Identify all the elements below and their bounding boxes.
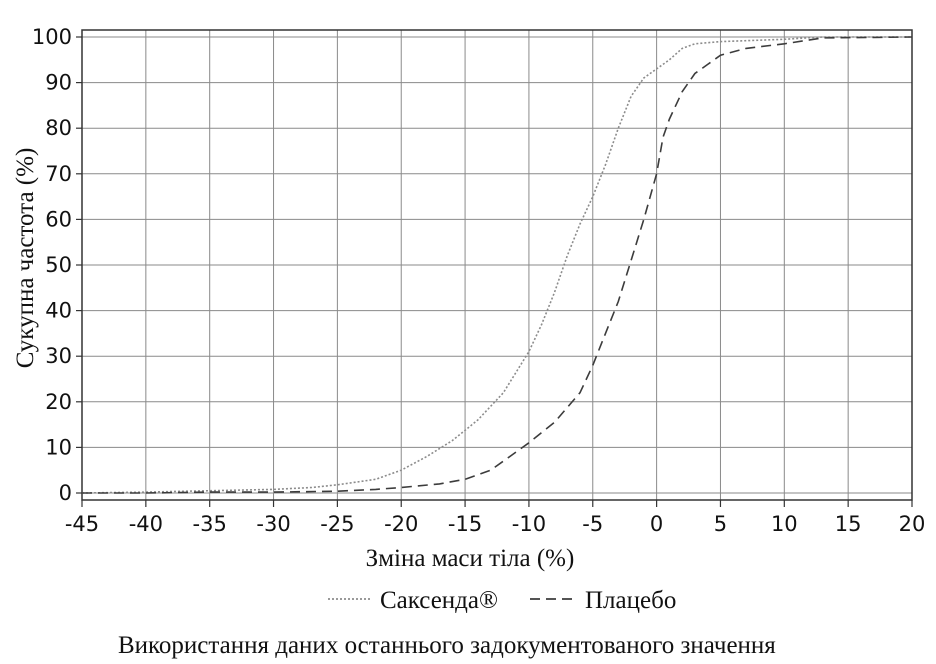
y-tick-label: 20 (45, 390, 72, 414)
grid (81, 30, 913, 500)
y-tick-label: 90 (45, 71, 72, 95)
x-tick-label: -20 (384, 512, 418, 536)
x-tick-label: 5 (714, 512, 727, 536)
x-tick-label: -35 (193, 512, 227, 536)
y-axis-label: Сукупна частота (%) (12, 148, 39, 369)
x-tick-label: 10 (771, 512, 798, 536)
x-tick-labels: -45 -40 -35 -30 -25 -20 -15 -10 -5 0 5 10 15 20 (65, 512, 926, 536)
y-tick-label: 50 (45, 253, 72, 277)
x-tick-label: -15 (448, 512, 482, 536)
y-tick-label: 100 (32, 25, 72, 49)
legend: Саксенда® Плацебо (328, 587, 676, 614)
y-tick-label: 70 (45, 162, 72, 186)
x-tick-label: -30 (256, 512, 290, 536)
x-axis-label: Зміна маси тіла (%) (366, 545, 575, 572)
series-lines (81, 36, 913, 494)
x-tick-label: -5 (582, 512, 603, 536)
series-line-placebo (82, 36, 913, 494)
y-tick-label: 0 (59, 481, 72, 505)
x-tick-label: -25 (320, 512, 354, 536)
chart-caption: Використання даних останнього задокумент… (118, 632, 776, 659)
x-tick-label: -45 (65, 512, 99, 536)
legend-label-saxenda: Саксенда® (380, 587, 498, 614)
y-tick-label: 40 (45, 299, 72, 323)
x-tick-label: -40 (129, 512, 163, 536)
legend-label-placebo: Плацебо (585, 587, 676, 614)
x-tick-label: 0 (650, 512, 663, 536)
y-tick-labels: 0 10 20 30 40 50 60 70 80 90 100 (32, 25, 72, 505)
y-tick-label: 80 (45, 116, 72, 140)
axes (76, 29, 913, 507)
x-tick-label: 15 (835, 512, 862, 536)
y-tick-label: 10 (45, 435, 72, 459)
y-tick-label: 60 (45, 207, 72, 231)
x-tick-label: 20 (899, 512, 926, 536)
y-tick-label: 30 (45, 344, 72, 368)
x-tick-label: -10 (512, 512, 546, 536)
